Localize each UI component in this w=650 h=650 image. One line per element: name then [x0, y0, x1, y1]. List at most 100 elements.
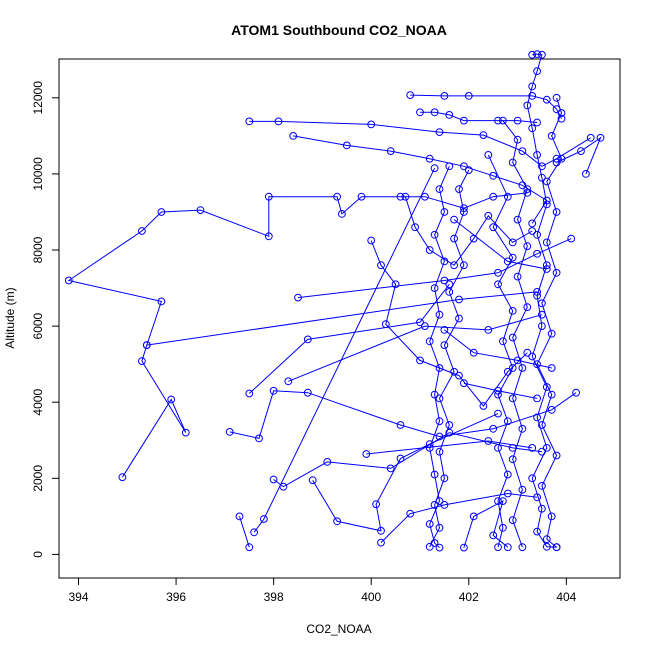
data-point	[489, 531, 498, 540]
series-line	[293, 135, 548, 224]
series-line	[536, 97, 563, 548]
data-point	[533, 413, 541, 422]
data-point	[479, 131, 488, 140]
data-point	[557, 109, 566, 117]
data-point	[430, 108, 439, 117]
x-axis: 394 396 398 400 402 404	[68, 577, 577, 604]
data-point	[338, 210, 346, 218]
y-tick-label: 4000	[31, 389, 45, 416]
data-point	[460, 162, 468, 171]
data-point	[303, 388, 312, 397]
data-point	[357, 192, 366, 201]
data-point	[445, 280, 454, 289]
data-point	[294, 293, 302, 302]
data-point	[552, 208, 561, 216]
data-point	[533, 249, 541, 258]
data-point	[435, 310, 444, 319]
data-point	[416, 108, 424, 117]
data-point	[274, 117, 283, 126]
data-point	[528, 352, 537, 361]
x-tick-label: 404	[556, 590, 576, 604]
data-point	[455, 314, 463, 323]
series-9	[425, 166, 473, 551]
data-point	[528, 227, 537, 235]
data-point	[499, 523, 507, 532]
data-point	[567, 234, 576, 243]
data-point	[489, 192, 498, 201]
data-point	[503, 192, 512, 201]
data-point	[542, 542, 551, 551]
data-point	[533, 493, 541, 502]
series-line	[146, 291, 538, 346]
data-point	[445, 421, 454, 429]
series-line	[312, 413, 499, 532]
data-point	[508, 238, 517, 247]
data-point	[386, 464, 395, 473]
data-point	[552, 543, 561, 552]
data-point	[503, 543, 512, 552]
data-point	[518, 181, 527, 190]
data-point	[508, 253, 517, 262]
data-point	[289, 132, 298, 140]
series-line	[502, 120, 528, 548]
data-point	[523, 185, 532, 194]
data-point	[542, 265, 551, 273]
data-point	[264, 192, 273, 201]
series-line	[288, 314, 543, 382]
data-point	[572, 388, 580, 397]
data-point	[245, 117, 254, 126]
data-point	[513, 116, 522, 125]
series-line	[526, 53, 557, 548]
y-axis: 0 2000 4000 6000 8000 10000 12000	[31, 81, 60, 558]
series-25	[499, 116, 532, 552]
data-point	[518, 424, 527, 433]
data-point	[494, 444, 502, 452]
data-point	[513, 356, 522, 365]
data-point	[586, 133, 595, 142]
data-point	[401, 192, 410, 201]
series-14	[235, 512, 254, 552]
data-point	[499, 116, 507, 125]
data-point	[460, 379, 468, 388]
data-point	[528, 124, 537, 133]
data-point	[533, 151, 541, 159]
data-point	[503, 470, 512, 479]
data-point	[367, 236, 376, 245]
data-point	[430, 470, 439, 479]
data-point	[513, 135, 522, 144]
data-point	[425, 337, 434, 346]
data-point	[494, 268, 502, 277]
data-point	[396, 192, 405, 201]
series-4	[406, 91, 566, 123]
data-point	[542, 177, 551, 186]
data-point	[333, 192, 342, 201]
data-point	[533, 118, 541, 127]
data-point	[533, 50, 541, 58]
data-point	[396, 421, 405, 429]
data-point	[255, 434, 263, 443]
data-point	[464, 92, 473, 100]
chart-title: ATOM1 Southbound CO2_NOAA	[231, 22, 447, 38]
y-tick-label: 2000	[31, 465, 45, 492]
data-point	[435, 543, 444, 552]
series-2	[245, 117, 595, 171]
data-point	[264, 232, 273, 241]
data-point	[425, 246, 434, 254]
data-point	[303, 335, 312, 344]
series-3	[289, 132, 551, 228]
data-point	[342, 141, 351, 150]
series-18	[308, 409, 502, 535]
data-point	[508, 364, 517, 372]
data-point	[118, 473, 127, 482]
data-point	[538, 447, 546, 456]
data-point	[508, 394, 517, 403]
data-point	[460, 208, 468, 216]
data-point	[181, 428, 190, 437]
data-point	[523, 242, 532, 251]
data-point	[518, 543, 527, 552]
data-point	[406, 509, 415, 518]
data-point	[508, 307, 517, 315]
data-point	[157, 208, 166, 216]
data-point	[503, 417, 512, 426]
data-point	[552, 268, 561, 277]
